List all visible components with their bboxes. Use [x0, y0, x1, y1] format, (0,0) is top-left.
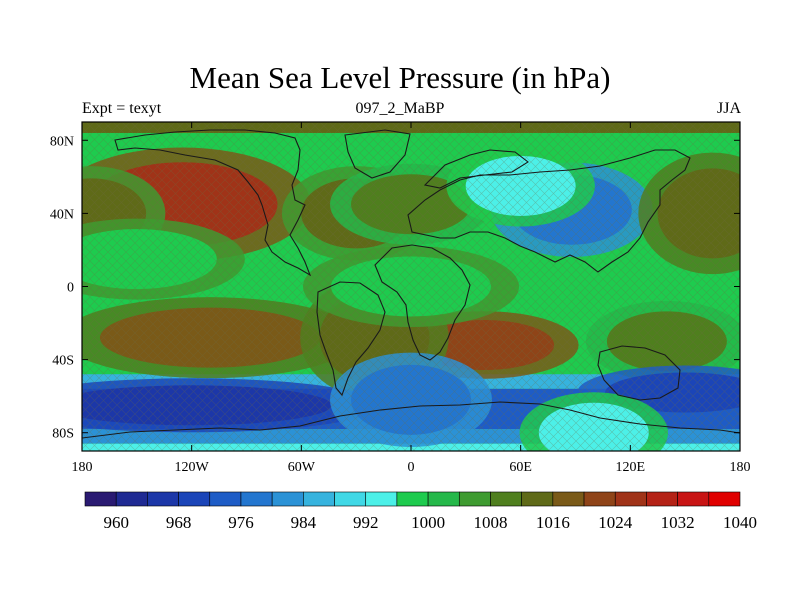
colorbar-swatch	[115, 491, 148, 507]
map-axes: 180 120W 60W 0 60E 120E 180 80N 40N 0 40S 80S	[50, 122, 751, 475]
colorbar-swatch	[209, 491, 242, 507]
lat-tick-label: 0	[67, 281, 74, 296]
lon-tick-label: 0	[408, 460, 415, 475]
colorbar-swatch	[552, 491, 585, 507]
colorbar-swatch	[178, 491, 211, 507]
lat-tick-label: 80N	[50, 134, 74, 149]
colorbar-swatch	[646, 491, 678, 507]
colorbar-swatch	[334, 491, 367, 507]
lon-tick-label: 60W	[288, 460, 316, 475]
lon-tick-label: 60E	[509, 460, 532, 475]
colorbar-swatch	[271, 491, 304, 507]
lon-tick-label: 180	[72, 460, 93, 475]
colorbar-label: 976	[228, 513, 254, 532]
colorbar-swatch	[521, 491, 554, 507]
colorbar-swatch	[303, 491, 335, 507]
colorbar-label: 1000	[411, 513, 445, 532]
chart-title: Mean Sea Level Pressure (in hPa)	[189, 60, 611, 95]
colorbar-swatch	[490, 491, 522, 507]
colorbar-swatch	[614, 491, 647, 507]
colorbar-swatch	[396, 491, 429, 507]
colorbar-label: 1024	[598, 513, 633, 532]
lat-tick-label: 40N	[50, 207, 74, 222]
lat-tick-label: 40S	[52, 354, 74, 369]
subtitle-left: Expt = texyt	[82, 100, 162, 117]
colorbar-label: 968	[166, 513, 192, 532]
colorbar-label: 960	[103, 513, 129, 532]
colorbar-swatch	[427, 491, 460, 507]
subtitle-center: 097_2_MaBP	[355, 100, 445, 117]
lon-tick-label: 180	[730, 460, 751, 475]
colorbar-label: 1040	[723, 513, 757, 532]
hatch-overlay	[82, 122, 740, 451]
coastlines	[82, 129, 740, 439]
colorbar-swatch	[677, 491, 710, 507]
colorbar-swatch	[365, 491, 398, 507]
subtitle-right: JJA	[716, 100, 741, 117]
colorbar-swatch	[147, 491, 179, 507]
colorbar: 960 968 976 984 992 1000 1008 1016 1024 1032 1040	[84, 491, 757, 532]
colorbar-swatch	[708, 491, 741, 507]
colorbar-label: 1016	[536, 513, 570, 532]
colorbar-label: 1008	[473, 513, 507, 532]
colorbar-swatch	[240, 491, 273, 507]
colorbar-swatch	[583, 491, 616, 507]
lon-tick-label: 120E	[616, 460, 646, 475]
lon-tick-label: 120W	[175, 460, 210, 475]
colorbar-swatch	[84, 491, 117, 507]
colorbar-label: 984	[291, 513, 317, 532]
colorbar-label: 992	[353, 513, 379, 532]
lat-tick-label: 80S	[52, 427, 74, 442]
colorbar-swatch	[458, 491, 491, 507]
colorbar-label: 1032	[661, 513, 695, 532]
